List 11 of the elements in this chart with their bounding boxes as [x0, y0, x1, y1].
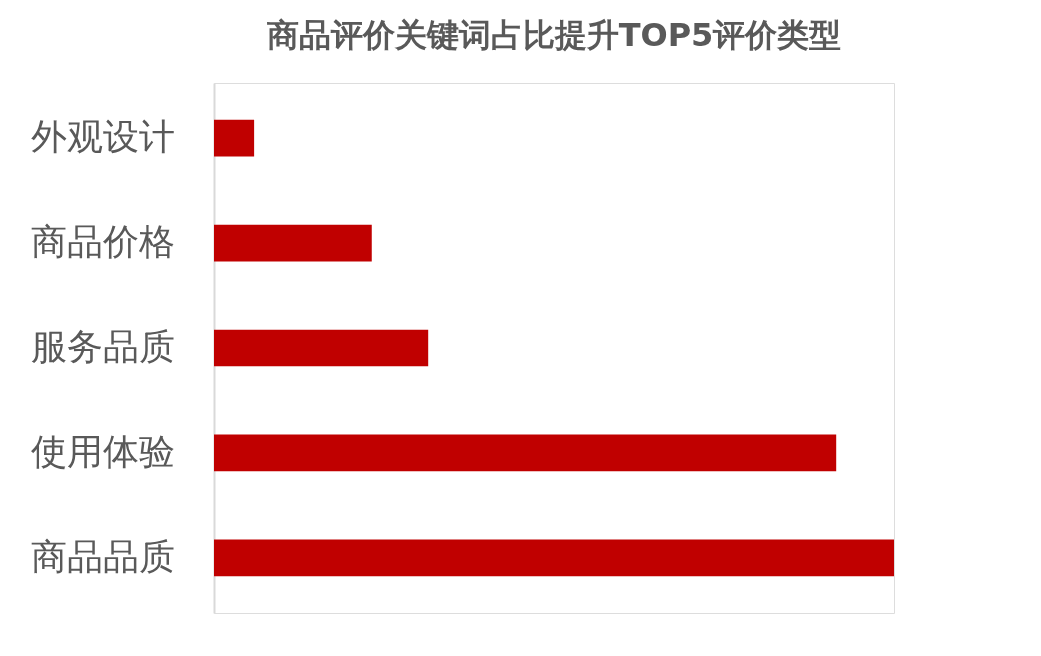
bar: [214, 224, 372, 262]
chart-title: 商品评价关键词占比提升TOP5评价类型: [266, 16, 842, 54]
y-tick-label: 服务品质: [30, 326, 175, 367]
y-tick-label: 商品品质: [30, 535, 175, 577]
y-tick-label: 使用体验: [30, 430, 175, 472]
bar: [214, 119, 255, 157]
y-tick-label: 商品价格: [30, 221, 175, 263]
bar: [214, 329, 429, 367]
bar: [214, 434, 837, 472]
y-tick-label: 外观设计: [30, 116, 175, 158]
bar: [214, 539, 894, 577]
